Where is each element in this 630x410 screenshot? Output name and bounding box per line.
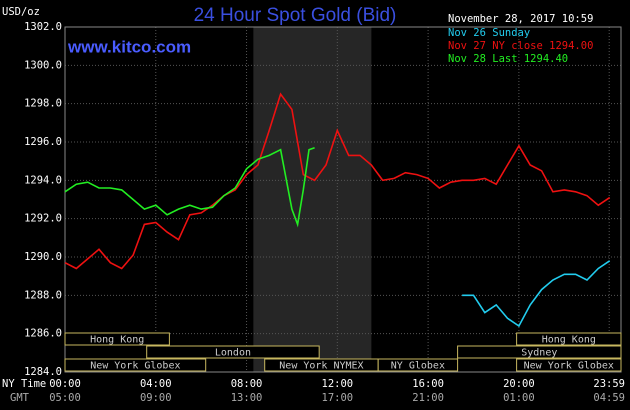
session-bar: [64, 332, 170, 346]
chart-title: 24 Hour Spot Gold (Bid): [194, 5, 397, 26]
session-label: Sydney: [521, 348, 557, 359]
y-tick-label: 1296.0: [24, 136, 62, 148]
y-tick-label: 1302.0: [24, 21, 62, 33]
series-line: [64, 92, 611, 270]
session-label: London: [215, 348, 251, 359]
y-tick-label: 1288.0: [24, 289, 62, 301]
session-bar: [377, 358, 459, 372]
x2-tick-label: 01:00: [503, 392, 535, 404]
legend-entry: Nov 28 Last 1294.40: [448, 53, 568, 65]
x-tick-label: 00:00: [49, 378, 81, 390]
x-tick-label: 16:00: [412, 378, 444, 390]
x2-tick-label: 09:00: [140, 392, 172, 404]
session-label: NY Globex: [391, 361, 445, 372]
x2-tick-label: 13:00: [231, 392, 263, 404]
session-label: New York NYMEX: [279, 361, 363, 372]
y-tick-label: 1284.0: [24, 366, 62, 378]
session-bar: [516, 358, 622, 372]
x-tick-label: 04:00: [140, 378, 172, 390]
x-tick-label: 08:00: [231, 378, 263, 390]
legend-box: [440, 8, 622, 66]
legend-title: November 28, 2017 10:59: [448, 13, 593, 25]
legend-entry: Nov 26 Sunday: [448, 27, 530, 39]
y-tick-label: 1286.0: [24, 328, 62, 340]
x-tick-label: 20:00: [503, 378, 535, 390]
series-line: [64, 146, 315, 228]
legend-entry: Nov 27 NY close 1294.00: [448, 40, 593, 52]
y-tick-label: 1300.0: [24, 59, 62, 71]
session-label: Hong Kong: [542, 335, 596, 346]
x-axis-label: NY Time: [2, 378, 46, 390]
y-axis-label: USD/oz: [2, 6, 40, 18]
x-tick-label: 23:59: [593, 378, 625, 390]
session-label: Hong Kong: [90, 335, 144, 346]
y-tick-label: 1290.0: [24, 251, 62, 263]
y-tick-label: 1298.0: [24, 98, 62, 110]
highlight-region: [253, 27, 372, 372]
plot-frame: [64, 26, 622, 373]
x2-tick-label: 05:00: [49, 392, 81, 404]
x2-axis-label: GMT: [10, 392, 30, 404]
x-tick-label: 12:00: [322, 378, 354, 390]
session-bar: [516, 332, 622, 346]
y-tick-label: 1294.0: [24, 174, 62, 186]
x2-tick-label: 04:59: [593, 392, 625, 404]
x2-tick-label: 21:00: [412, 392, 444, 404]
series-line: [462, 260, 611, 328]
session-bar: [146, 345, 320, 359]
session-bar: [457, 345, 622, 359]
session-label: New York Globex: [90, 361, 180, 372]
y-tick-label: 1292.0: [24, 213, 62, 225]
session-bar: [64, 358, 207, 372]
session-label: New York Globex: [524, 361, 614, 372]
site-label: www.kitco.com: [67, 37, 191, 56]
x2-tick-label: 17:00: [322, 392, 354, 404]
